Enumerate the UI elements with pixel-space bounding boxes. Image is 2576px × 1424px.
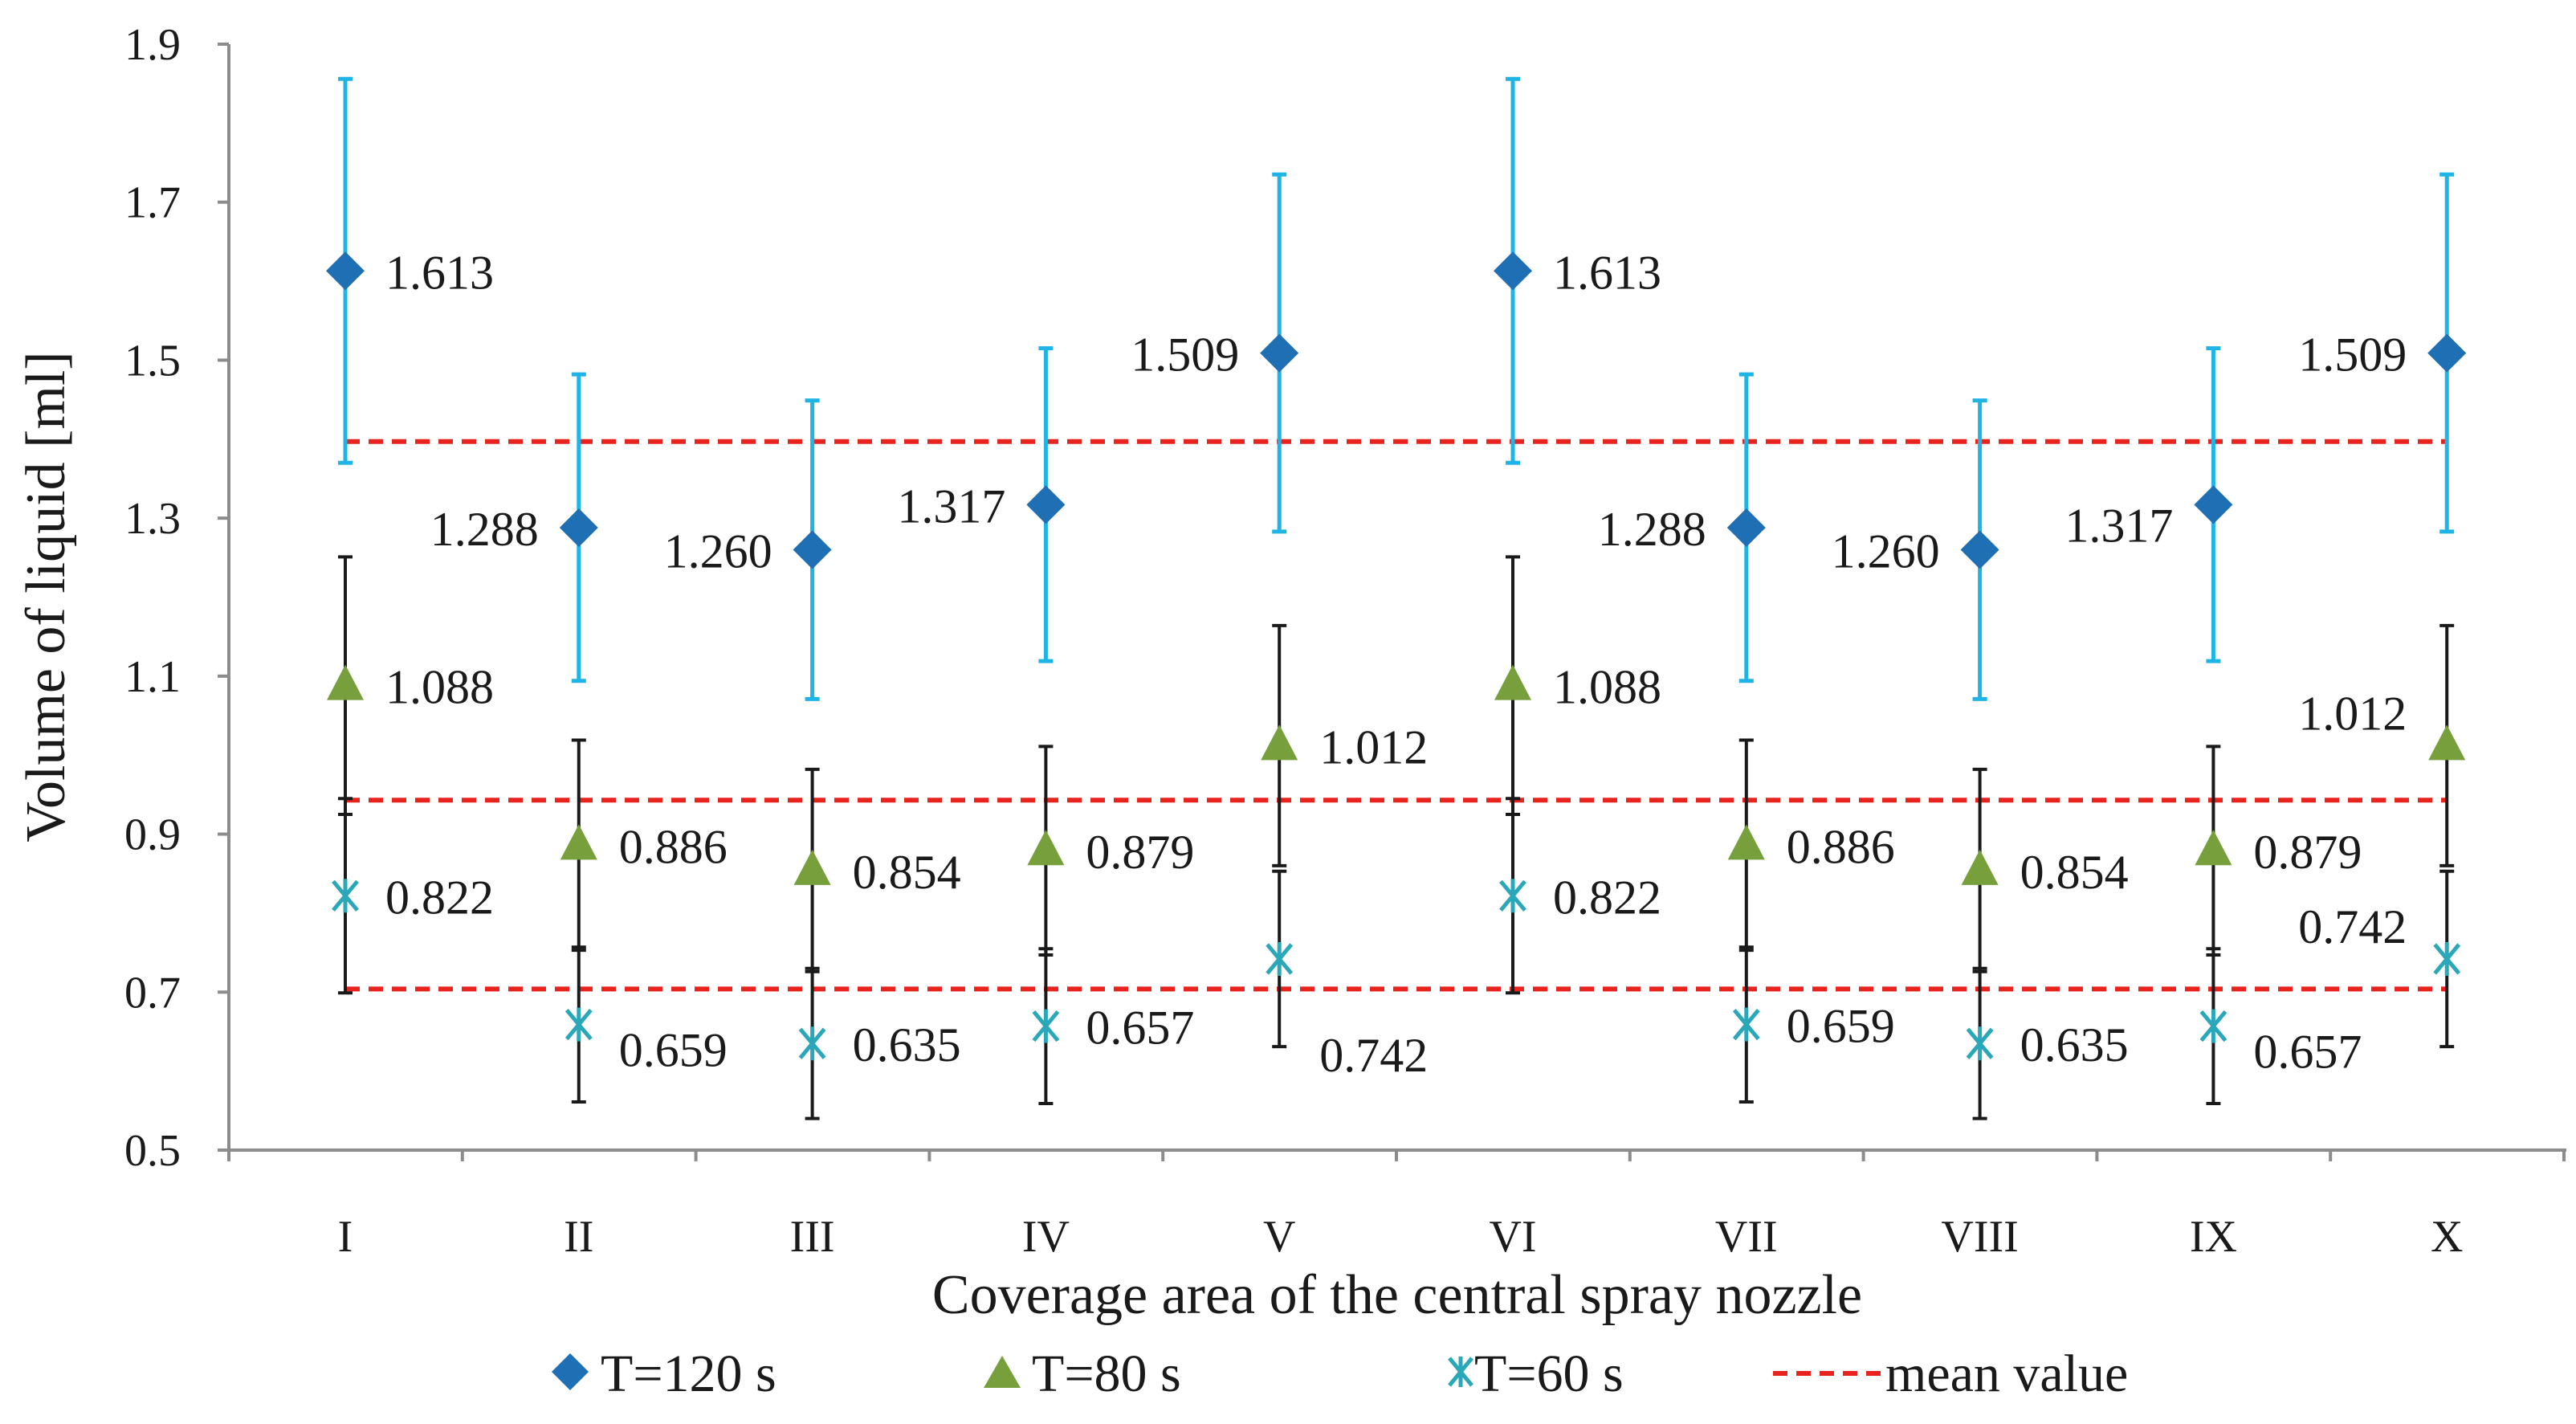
y-tick-label: 1.3 [124,494,181,544]
x-tick-label: V [1263,1212,1295,1262]
diamond-marker [1026,485,1066,524]
y-tick-label: 1.5 [124,336,181,386]
diamond-marker [559,508,598,547]
data-label: 1.288 [430,503,539,556]
data-labels: 1.613 1.288 1.260 1.317 1.509 1.613 1.288 1.260… [385,246,2407,1082]
mean-lines [345,439,2448,992]
legend-asterisk-marker [1448,1357,1473,1387]
data-label: 1.260 [1832,524,1940,577]
x-tick-label: IX [2190,1212,2237,1262]
x-tick-label: VI [1489,1212,1536,1262]
triangle-marker [1494,664,1531,700]
data-label: 0.886 [1787,820,1895,873]
x-tick-label: I [338,1212,353,1262]
x-tick-label: VII [1715,1212,1778,1262]
triangle-marker [2195,830,2232,866]
asterisk-marker [1032,1009,1060,1043]
diamond-marker [793,530,832,569]
data-label: 0.659 [1787,1000,1895,1053]
data-label: 1.012 [2298,687,2407,740]
triangle-marker [1727,824,1765,860]
y-ticks: 0.5 0.7 0.9 1.1 1.3 1.5 1.7 1.9 [124,20,229,1176]
diamond-marker [1260,333,1299,373]
diamond-marker [1726,508,1766,547]
x-tick-label: II [564,1212,593,1262]
y-tick-label: 1.7 [124,178,181,228]
legend-item-t80: T=80 s [984,1344,1181,1403]
data-label: 0.657 [1086,1002,1194,1055]
asterisk-marker [1499,879,1526,913]
triangle-marker [1027,830,1065,866]
data-markers [326,251,2467,1061]
x-tick-label: IV [1022,1212,1070,1262]
legend: T=120 s T=80 s T=60 s mean value [552,1344,2128,1403]
y-tick-label: 0.7 [124,968,181,1018]
asterisk-marker [332,879,359,913]
data-label: 0.659 [619,1024,728,1077]
triangle-marker [2428,724,2466,761]
triangle-marker [1261,724,1298,761]
data-label: 0.854 [853,846,961,899]
x-tick-label: X [2431,1212,2463,1262]
data-label: 1.509 [2298,328,2407,382]
data-label: 0.879 [1086,826,1194,879]
legend-item-t60: T=60 s [1448,1344,1624,1403]
error-bars [338,76,2455,1120]
x-tick-label: III [790,1212,835,1262]
diamond-marker [326,251,365,291]
y-tick-label: 0.9 [124,810,181,860]
legend-label-t80: T=80 s [1032,1344,1181,1403]
diamond-marker [1960,530,1999,569]
data-label: 0.822 [1553,871,1661,924]
diamond-marker [2194,485,2233,524]
legend-label-t120: T=120 s [601,1344,776,1403]
data-label: 1.260 [664,524,772,577]
asterisk-marker [798,1026,826,1061]
data-label: 0.886 [619,820,728,873]
y-tick-label: 0.5 [124,1126,181,1176]
data-label: 0.822 [385,871,494,924]
y-tick-label: 1.9 [124,20,181,70]
data-label: 0.657 [2253,1026,2362,1079]
asterisk-marker [1732,1007,1760,1042]
diamond-marker [1494,251,1532,291]
legend-item-t120: T=120 s [552,1344,776,1403]
data-label: 1.012 [1319,720,1428,773]
data-label: 0.742 [1319,1029,1428,1082]
data-label: 0.742 [2298,900,2407,953]
asterisk-marker [2433,941,2461,976]
data-label: 1.613 [1553,246,1661,299]
legend-diamond-marker [552,1353,589,1390]
asterisk-marker [2199,1009,2228,1043]
data-label: 1.317 [897,479,1005,532]
data-label: 1.088 [1553,661,1661,714]
asterisk-marker [1966,1026,1994,1061]
x-tick-label: VIII [1941,1212,2018,1262]
data-label: 0.635 [2020,1018,2129,1071]
y-axis-title: Volume of liquid [ml] [15,351,77,842]
data-label: 0.854 [2020,846,2129,899]
asterisk-marker [1266,941,1294,976]
data-label: 1.509 [1131,328,1239,382]
legend-triangle-marker [984,1356,1021,1388]
legend-label-mean: mean value [1885,1344,2128,1403]
diamond-marker [2427,333,2467,373]
data-label: 1.613 [385,246,494,299]
asterisk-marker [565,1007,593,1042]
triangle-marker [793,849,831,885]
legend-label-t60: T=60 s [1474,1344,1624,1403]
data-label: 1.288 [1598,503,1706,556]
data-label: 1.317 [2064,499,2173,552]
x-ticks: I II III IV V VI VII VIII IX X [227,1150,2566,1262]
triangle-marker [1961,849,1999,885]
triangle-marker [327,664,364,700]
data-label: 1.088 [385,661,494,714]
data-label: 0.635 [853,1018,961,1071]
triangle-marker [560,824,597,860]
legend-item-mean: mean value [1773,1344,2128,1403]
y-tick-label: 1.1 [124,652,181,702]
x-axis-title: Coverage area of the central spray nozzl… [932,1264,1862,1326]
data-label: 0.879 [2253,826,2362,879]
